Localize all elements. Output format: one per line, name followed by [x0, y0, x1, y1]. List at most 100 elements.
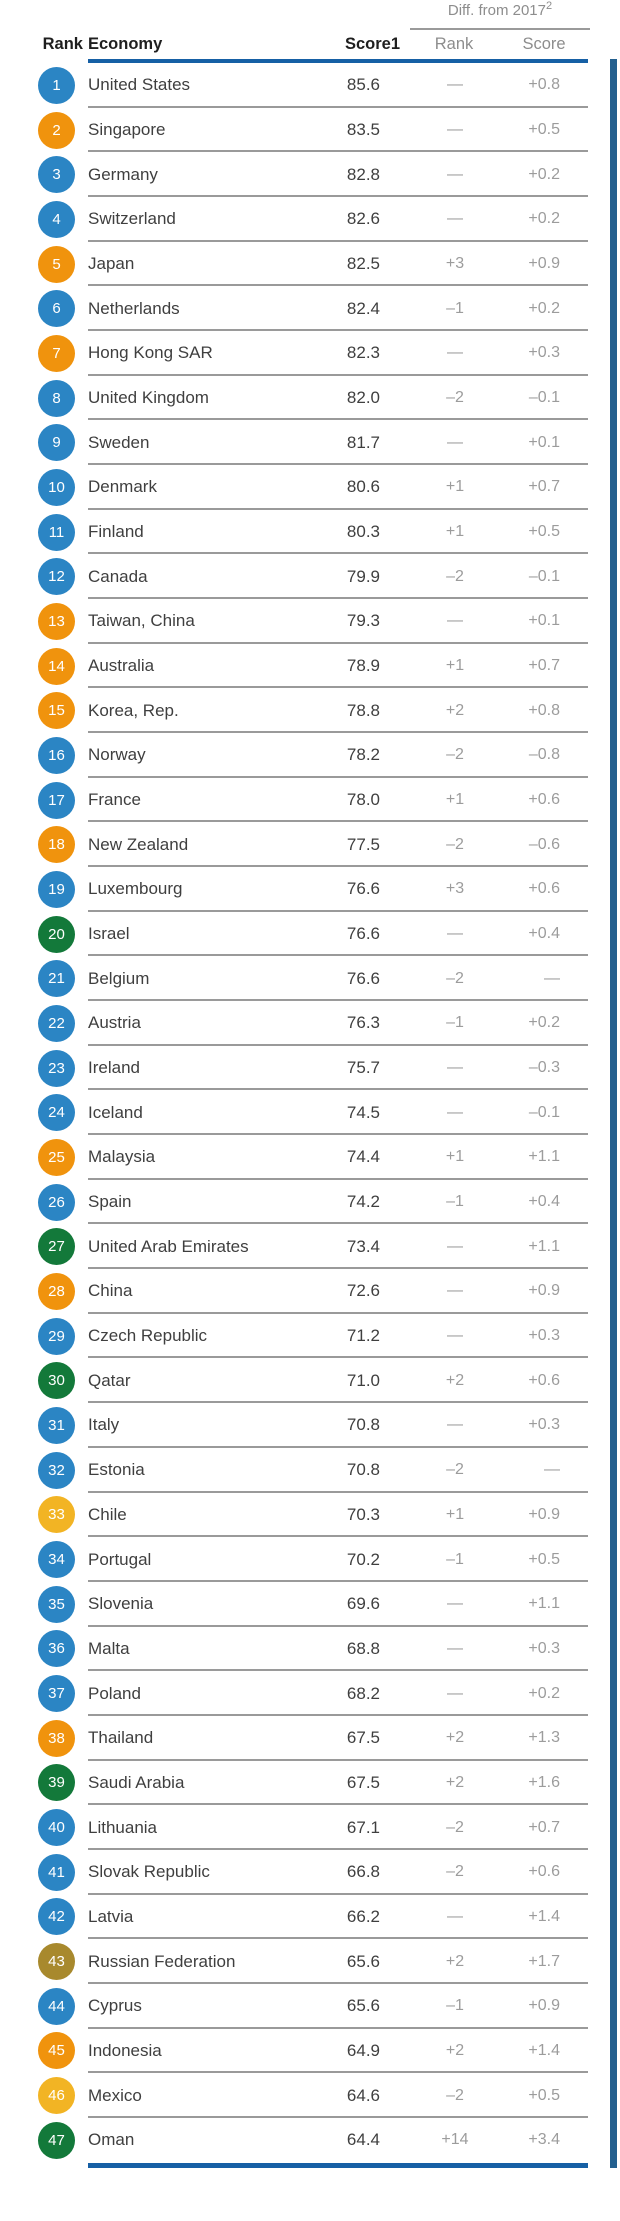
rank-cell: 5 [0, 245, 88, 283]
diff-rank-value: — [447, 1907, 463, 1925]
rank-badge: 22 [38, 1004, 75, 1042]
diff-rank-value: — [447, 612, 463, 630]
economy-name: Japan [88, 254, 135, 274]
diff-rank-value: — [447, 121, 463, 138]
rank-badge: 35 [38, 1585, 75, 1623]
economy-name: Belgium [88, 968, 150, 988]
header-divider-line [88, 59, 588, 63]
economy-name: Sweden [88, 432, 150, 452]
table-row: 24 Iceland 74.5 — –0.1 [0, 1090, 588, 1135]
diff-rank-value: –2 [446, 389, 464, 407]
economy-name: United States [88, 75, 191, 95]
rank-badge: 18 [38, 826, 75, 864]
rank-badge: 45 [38, 2032, 75, 2070]
diff-score-value: +0.2 [528, 1684, 560, 1702]
score-value: 71.0 [346, 1370, 380, 1390]
diff-score-value: +0.4 [528, 925, 560, 943]
rank-value: 24 [48, 1104, 65, 1122]
diff-score-value: +0.2 [528, 210, 560, 228]
diff-rank-value: +2 [445, 701, 465, 719]
rank-value: 10 [48, 478, 65, 496]
economy-name: New Zealand [88, 834, 189, 854]
diff-rank-value: –2 [446, 1461, 464, 1479]
rank-badge: 40 [38, 1809, 75, 1847]
rank-badge: 10 [38, 468, 75, 506]
diff-rank-value: +2 [445, 1371, 465, 1389]
diff-score-value: +0.3 [528, 1639, 560, 1657]
diff-rank-value: — [447, 76, 463, 94]
rank-badge: 27 [38, 1228, 75, 1266]
rank-badge: 11 [38, 513, 75, 551]
score-value: 80.6 [346, 477, 380, 497]
rank-value: 18 [48, 836, 65, 854]
rank-badge: 12 [38, 558, 75, 596]
rank-cell: 46 [0, 2077, 88, 2115]
economy-name: Qatar [88, 1370, 131, 1390]
diff-score-value: +0.5 [528, 121, 560, 138]
rank-cell: 44 [0, 1987, 88, 2025]
table-row: 37 Poland 68.2 — +0.2 [0, 1671, 588, 1716]
rank-cell: 16 [0, 736, 88, 774]
table-row: 41 Slovak Republic 66.8 –2 +0.6 [0, 1850, 588, 1895]
rank-value: 29 [48, 1327, 65, 1345]
economy-name: Italy [88, 1415, 120, 1435]
diff-rank-value: — [447, 433, 463, 451]
diff-score-value: –0.3 [528, 1059, 560, 1077]
rank-badge: 38 [38, 1719, 75, 1757]
economy-name: Malta [88, 1638, 130, 1658]
rank-value: 17 [48, 791, 65, 809]
rank-badge: 14 [38, 647, 75, 685]
rank-value: 30 [48, 1372, 65, 1390]
diff-rank-value: +2 [445, 2041, 465, 2059]
rank-column-header: Rank [42, 35, 83, 53]
diff-rank-value: –2 [446, 835, 464, 853]
diff-rank-value: — [447, 1595, 463, 1613]
rank-badge: 19 [38, 870, 75, 908]
rank-badge: 13 [38, 602, 75, 640]
rank-badge: 41 [38, 1853, 75, 1891]
diff-score-value: +1.1 [528, 1595, 560, 1613]
score-value: 68.2 [346, 1683, 380, 1703]
rank-value: 35 [48, 1595, 65, 1613]
score-value: 74.5 [346, 1102, 380, 1122]
table-row: 8 United Kingdom 82.0 –2 –0.1 [0, 376, 588, 421]
diff-rank-value: — [447, 1103, 463, 1121]
diff-score-value: +0.7 [528, 657, 560, 675]
rank-value: 21 [48, 970, 65, 988]
rank-cell: 42 [0, 1898, 88, 1936]
rank-badge: 1 [38, 66, 75, 104]
rank-cell: 3 [0, 156, 88, 194]
score-value: 67.5 [346, 1772, 380, 1792]
table-row: 13 Taiwan, China 79.3 — +0.1 [0, 599, 588, 644]
score-value: 66.8 [346, 1862, 380, 1882]
rank-value: 23 [48, 1059, 65, 1077]
rank-value: 39 [48, 1774, 65, 1792]
diff-rank-value: +1 [445, 657, 465, 675]
diff-score-value: +0.8 [528, 76, 560, 94]
table-row: 21 Belgium 76.6 –2 — [0, 956, 588, 1001]
economy-column-header: Economy [88, 35, 163, 53]
table-row: 27 United Arab Emirates 73.4 — +1.1 [0, 1224, 588, 1269]
diff-score-value: +0.2 [528, 299, 560, 317]
diff-rank-value: –2 [446, 1818, 464, 1836]
score-value: 79.3 [346, 611, 380, 631]
table-row: 12 Canada 79.9 –2 –0.1 [0, 554, 588, 599]
diff-score-value: +0.1 [528, 433, 560, 451]
diff-score-value: +0.5 [528, 1550, 560, 1568]
rank-cell: 25 [0, 1138, 88, 1176]
diff-score-value: +1.1 [528, 1237, 560, 1255]
score-value: 64.9 [346, 2040, 380, 2060]
rank-badge: 15 [38, 692, 75, 730]
rank-cell: 32 [0, 1451, 88, 1489]
diff-group-underline [410, 28, 590, 30]
score-value: 76.6 [346, 879, 380, 899]
score-value: 66.2 [346, 1906, 380, 1926]
rank-badge: 37 [38, 1675, 75, 1713]
diff-score-value: +0.1 [528, 612, 560, 630]
diff-rank-value: +2 [445, 1773, 465, 1791]
table-row: 17 France 78.0 +1 +0.6 [0, 778, 588, 823]
diff-score-value: +0.6 [528, 880, 560, 898]
economy-name: France [88, 790, 141, 810]
diff-rank-value: –2 [446, 969, 464, 987]
